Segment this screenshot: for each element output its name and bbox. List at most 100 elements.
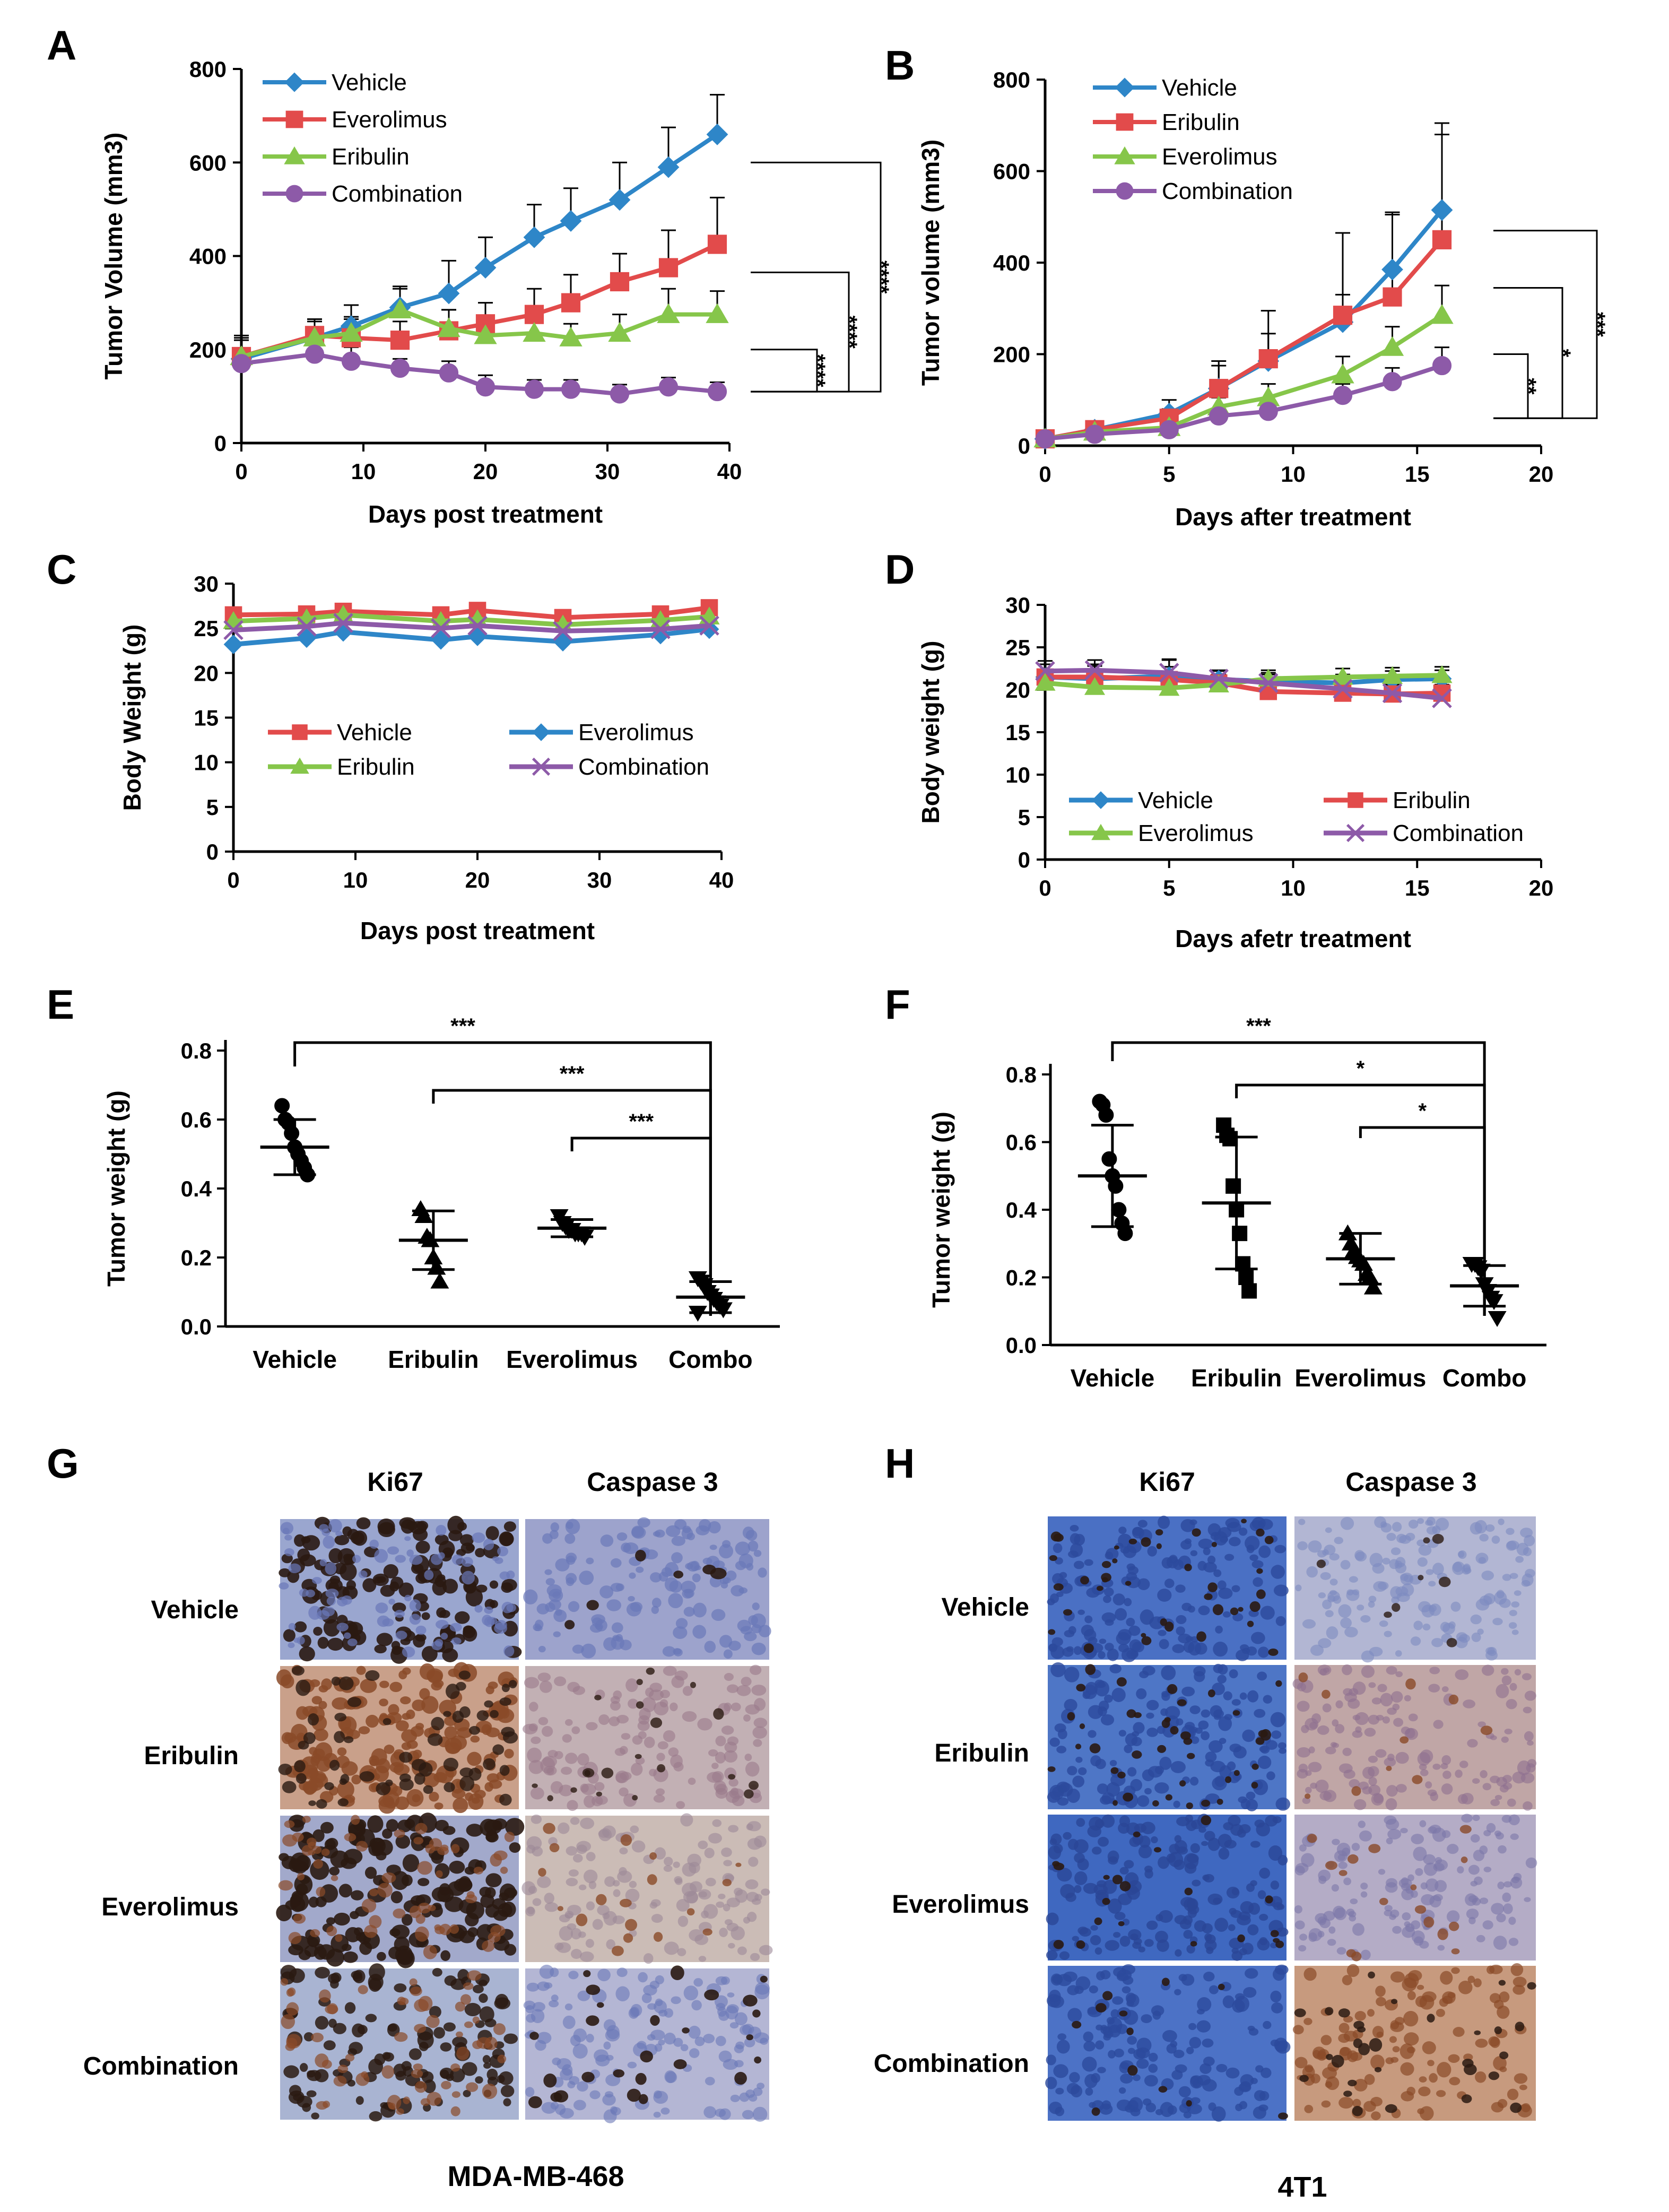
stained-nucleus — [1226, 1886, 1240, 1899]
micrograph-r2-c0 — [276, 1812, 525, 1968]
stained-nucleus — [335, 1934, 343, 1942]
stained-nucleus — [1217, 1580, 1227, 1590]
stained-nucleus — [1384, 1905, 1393, 1912]
micrograph-r1-c1 — [523, 1664, 769, 1811]
stained-nucleus — [388, 1598, 395, 1605]
legend-marker-vehicle — [1115, 77, 1135, 98]
stained-nucleus — [757, 2083, 765, 2089]
stained-nucleus — [746, 1912, 757, 1922]
stained-nucleus — [326, 1917, 336, 1925]
stained-nucleus — [1090, 1925, 1098, 1931]
stained-nucleus — [528, 1759, 544, 1774]
stained-nucleus — [1376, 2031, 1384, 2038]
series-line-eribulin — [233, 612, 710, 627]
stained-nucleus — [1219, 1765, 1232, 1779]
stained-nucleus — [1099, 1638, 1107, 1644]
stained-nucleus — [336, 1623, 349, 1632]
stained-nucleus — [317, 1636, 329, 1649]
data-point-everolimus — [390, 331, 410, 350]
stained-nucleus — [1463, 2053, 1473, 2061]
stained-nucleus — [1477, 1628, 1484, 1635]
stained-nucleus — [592, 1919, 603, 1930]
stained-nucleus — [653, 2111, 661, 2118]
significance-bracket — [1359, 1126, 1486, 1316]
stained-nucleus — [742, 1526, 754, 1539]
stained-nucleus — [1485, 1650, 1498, 1661]
stained-nucleus — [664, 1941, 679, 1955]
stained-nucleus — [727, 1736, 739, 1746]
stained-nucleus — [412, 1794, 421, 1802]
category-label-combo: Combo — [668, 1346, 752, 1373]
stained-nucleus — [1144, 1939, 1154, 1947]
stained-nucleus — [1239, 2101, 1248, 2110]
stained-nucleus — [715, 1784, 728, 1795]
stained-nucleus — [389, 1681, 403, 1693]
stained-nucleus — [638, 1972, 648, 1983]
stained-nucleus — [439, 1923, 451, 1936]
stained-nucleus — [1169, 1844, 1180, 1854]
stained-nucleus — [586, 1600, 599, 1610]
stained-nucleus — [1277, 1742, 1286, 1749]
stained-nucleus — [334, 1534, 350, 1546]
stained-nucleus — [1186, 2100, 1192, 2107]
stained-nucleus — [391, 1871, 409, 1890]
stained-nucleus — [526, 1982, 540, 1992]
data-point-everolimus — [1332, 667, 1353, 685]
stained-nucleus — [1198, 1538, 1213, 1549]
stained-nucleus — [751, 1642, 766, 1655]
stained-nucleus — [1049, 1838, 1057, 1846]
stained-nucleus — [1507, 1798, 1516, 1807]
stained-nucleus — [337, 1548, 355, 1566]
stained-nucleus — [499, 1531, 514, 1547]
stained-nucleus — [564, 1719, 573, 1726]
stained-nucleus — [1419, 1820, 1427, 1827]
stained-nucleus — [1413, 1620, 1423, 1630]
stained-nucleus — [1480, 1770, 1488, 1779]
stained-nucleus — [664, 2008, 674, 2018]
stained-nucleus — [677, 1948, 686, 1956]
stained-nucleus — [631, 1840, 646, 1853]
stained-nucleus — [597, 1905, 610, 1916]
stained-nucleus — [1105, 1940, 1120, 1951]
stained-nucleus — [1417, 1557, 1428, 1567]
stained-nucleus — [715, 1751, 726, 1764]
stained-nucleus — [559, 1784, 573, 1797]
stained-nucleus — [1141, 1636, 1152, 1645]
stained-nucleus — [1501, 1736, 1509, 1743]
stained-nucleus — [1360, 1891, 1368, 1898]
stained-nucleus — [1503, 1881, 1512, 1888]
stained-nucleus — [1260, 1745, 1270, 1754]
stained-nucleus — [1053, 1844, 1063, 1854]
stained-nucleus — [423, 2079, 436, 2094]
stained-nucleus — [1069, 2072, 1080, 2083]
stained-nucleus — [1178, 2086, 1191, 2097]
stained-nucleus — [1399, 1535, 1411, 1544]
stained-nucleus — [1502, 1574, 1511, 1581]
stained-nucleus — [1183, 1641, 1195, 1653]
data-point-eribulin — [1383, 287, 1402, 307]
stained-nucleus — [336, 1597, 348, 1607]
stained-nucleus — [1326, 2054, 1333, 2060]
stained-nucleus — [734, 2012, 747, 2026]
stained-nucleus — [1351, 1951, 1362, 1962]
stained-nucleus — [753, 1550, 762, 1557]
stained-nucleus — [426, 2015, 440, 2028]
stained-nucleus — [1190, 1636, 1198, 1643]
stained-nucleus — [1083, 2041, 1096, 2052]
data-point-combination — [553, 621, 573, 641]
stained-nucleus — [1299, 1933, 1308, 1941]
stained-nucleus — [352, 1530, 368, 1546]
stained-nucleus — [1127, 2065, 1138, 2076]
stained-nucleus — [324, 1838, 336, 1851]
stained-nucleus — [470, 1736, 480, 1743]
stained-nucleus — [1223, 1691, 1232, 1701]
x-tick-label: 20 — [1529, 875, 1554, 900]
stained-nucleus — [1432, 1763, 1441, 1770]
stained-nucleus — [723, 1649, 733, 1659]
stained-nucleus — [1207, 1893, 1223, 1905]
stained-nucleus — [1390, 1547, 1401, 1556]
stained-nucleus — [598, 1714, 610, 1725]
panel-label-d: D — [885, 546, 915, 593]
stained-nucleus — [719, 1928, 728, 1937]
stained-nucleus — [1413, 1936, 1424, 1946]
